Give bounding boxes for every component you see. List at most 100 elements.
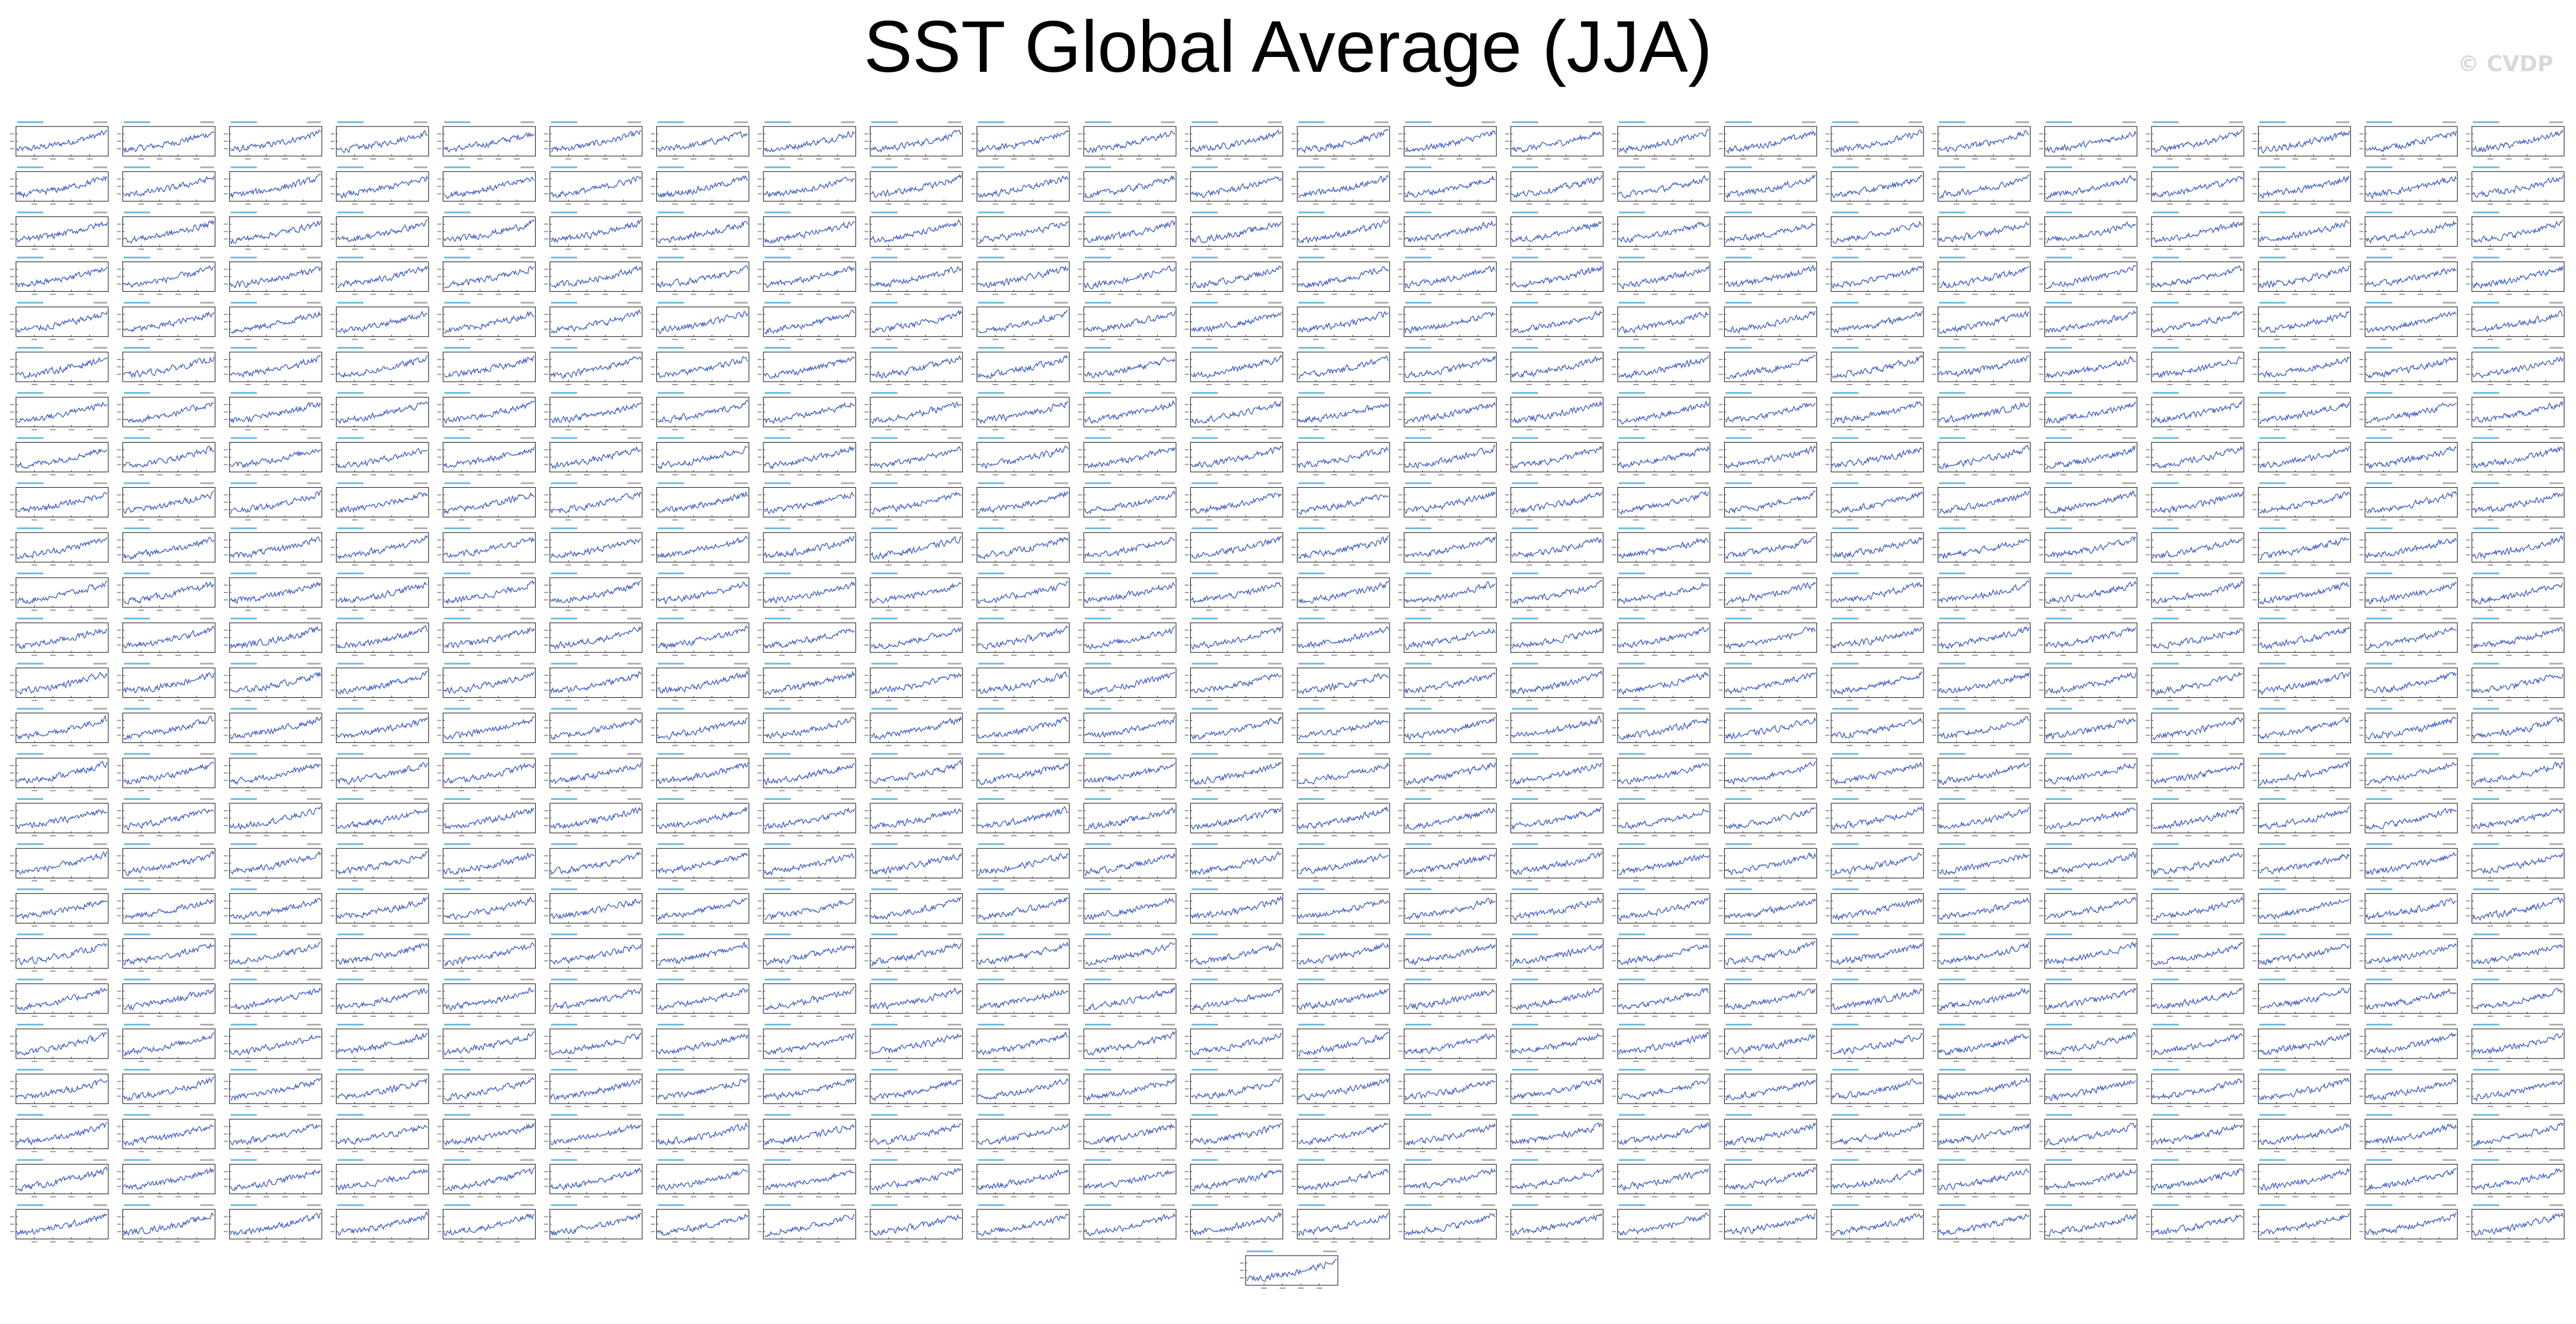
panel-stat-mark bbox=[2442, 301, 2456, 304]
y-tick-label-mark bbox=[757, 419, 762, 420]
x-tick-label-mark bbox=[709, 203, 715, 205]
series-line bbox=[2046, 536, 2137, 559]
x-tick-label-mark bbox=[2222, 519, 2228, 521]
chart-panel bbox=[2466, 256, 2565, 295]
x-tick-label-mark bbox=[885, 293, 892, 295]
panel-frame bbox=[549, 397, 643, 427]
chart-panel bbox=[1612, 301, 1710, 340]
y-tick-label-mark bbox=[1185, 464, 1189, 465]
x-tick-label-mark bbox=[1350, 158, 1356, 160]
y-tick-label-mark bbox=[1078, 404, 1082, 406]
x-tick-label-mark bbox=[1048, 338, 1054, 340]
panel-stat-mark bbox=[1588, 166, 1602, 169]
panel-title-mark bbox=[1939, 573, 1966, 574]
y-tick-label-mark bbox=[757, 449, 762, 451]
x-tick-label-mark bbox=[175, 564, 181, 566]
x-tick-label-mark bbox=[2487, 338, 2493, 340]
series-line bbox=[871, 309, 962, 333]
x-tick-label-mark bbox=[2399, 564, 2405, 566]
panel-frame bbox=[763, 216, 856, 247]
x-tick-label-mark bbox=[1688, 474, 1695, 476]
x-tick-label-mark bbox=[459, 293, 464, 295]
y-tick-label-mark bbox=[437, 592, 442, 593]
y-tick-label-mark bbox=[1185, 411, 1189, 413]
x-tick-label-mark bbox=[2436, 564, 2442, 566]
y-tick-label-mark bbox=[971, 592, 975, 593]
y-tick-label-mark bbox=[10, 276, 14, 277]
y-tick-label-mark bbox=[330, 585, 335, 586]
y-tick-label-mark bbox=[1932, 374, 1937, 375]
x-tick-label-mark bbox=[1902, 519, 1908, 521]
x-tick-label-mark bbox=[620, 519, 627, 521]
panel-title-mark bbox=[551, 347, 577, 349]
series-line bbox=[444, 355, 535, 378]
y-tick-label-mark bbox=[544, 599, 548, 600]
panel-stat-mark bbox=[1374, 211, 1389, 214]
x-tick-label-mark bbox=[1545, 293, 1551, 295]
y-tick-label-mark bbox=[864, 231, 869, 232]
x-tick-label-mark bbox=[2060, 203, 2066, 205]
y-tick-label-mark bbox=[1612, 283, 1616, 285]
x-tick-label-mark bbox=[1777, 158, 1783, 160]
chart-panel bbox=[651, 437, 749, 476]
series-line bbox=[123, 356, 215, 379]
panel-stat-mark bbox=[93, 211, 107, 214]
x-tick-label-mark bbox=[1953, 293, 1959, 295]
panel-title-mark bbox=[2046, 527, 2072, 529]
y-tick-label-mark bbox=[1825, 133, 1830, 134]
chart-panel bbox=[1505, 527, 1604, 566]
x-tick-label-mark bbox=[157, 248, 163, 250]
y-tick-label-mark bbox=[757, 501, 762, 503]
y-tick-label-mark bbox=[1505, 178, 1509, 180]
panel-frame bbox=[336, 442, 429, 472]
x-tick-label-mark bbox=[370, 158, 376, 160]
y-tick-label-mark bbox=[117, 449, 121, 451]
series-line bbox=[2259, 401, 2350, 425]
x-tick-label-mark bbox=[816, 519, 822, 521]
panel-frame bbox=[1297, 442, 1390, 472]
series-line bbox=[1618, 311, 1709, 334]
y-tick-label-mark bbox=[1932, 133, 1937, 134]
y-tick-label-mark bbox=[971, 599, 975, 600]
chart-panel bbox=[2466, 301, 2565, 340]
series-line bbox=[1405, 355, 1496, 379]
y-tick-label-mark bbox=[1825, 599, 1830, 600]
panel-stat-mark bbox=[1054, 166, 1068, 169]
y-tick-label-mark bbox=[2252, 321, 2257, 322]
x-tick-label-mark bbox=[904, 158, 910, 160]
panel-frame bbox=[1297, 261, 1390, 292]
y-tick-label-mark bbox=[544, 449, 548, 451]
y-tick-label-mark bbox=[1612, 419, 1616, 420]
y-tick-label-mark bbox=[971, 464, 975, 465]
x-tick-label-mark bbox=[1990, 474, 1997, 476]
y-tick-label-mark bbox=[1185, 231, 1189, 232]
chart-panel bbox=[2039, 573, 2138, 611]
panel-stat-mark bbox=[627, 347, 641, 349]
panel-title-mark bbox=[17, 347, 43, 349]
panel-frame bbox=[1190, 352, 1283, 382]
y-tick-label-mark bbox=[757, 592, 762, 593]
y-tick-label-mark bbox=[117, 419, 121, 420]
y-tick-label-mark bbox=[223, 313, 228, 315]
y-tick-label-mark bbox=[2039, 283, 2043, 285]
y-tick-label-mark bbox=[10, 268, 14, 270]
series-line bbox=[17, 581, 108, 604]
x-tick-label-mark bbox=[459, 564, 464, 566]
y-tick-label-mark bbox=[1612, 539, 1616, 541]
x-tick-label-mark bbox=[352, 158, 358, 160]
x-tick-label-mark bbox=[2060, 519, 2066, 521]
y-tick-label-mark bbox=[864, 592, 869, 593]
y-tick-label-mark bbox=[864, 321, 869, 322]
y-tick-label-mark bbox=[2359, 554, 2363, 555]
y-tick-label-mark bbox=[330, 501, 335, 503]
y-tick-label-mark bbox=[2252, 449, 2257, 451]
series-line bbox=[1725, 222, 1816, 243]
x-tick-label-mark bbox=[1884, 248, 1889, 250]
x-tick-label-mark bbox=[87, 474, 93, 476]
panel-stat-mark bbox=[948, 256, 962, 259]
x-tick-label-mark bbox=[352, 519, 358, 521]
x-tick-label-mark bbox=[2273, 564, 2280, 566]
x-tick-label-mark bbox=[2116, 564, 2122, 566]
series-line bbox=[871, 446, 962, 469]
chart-panel bbox=[1505, 392, 1604, 431]
